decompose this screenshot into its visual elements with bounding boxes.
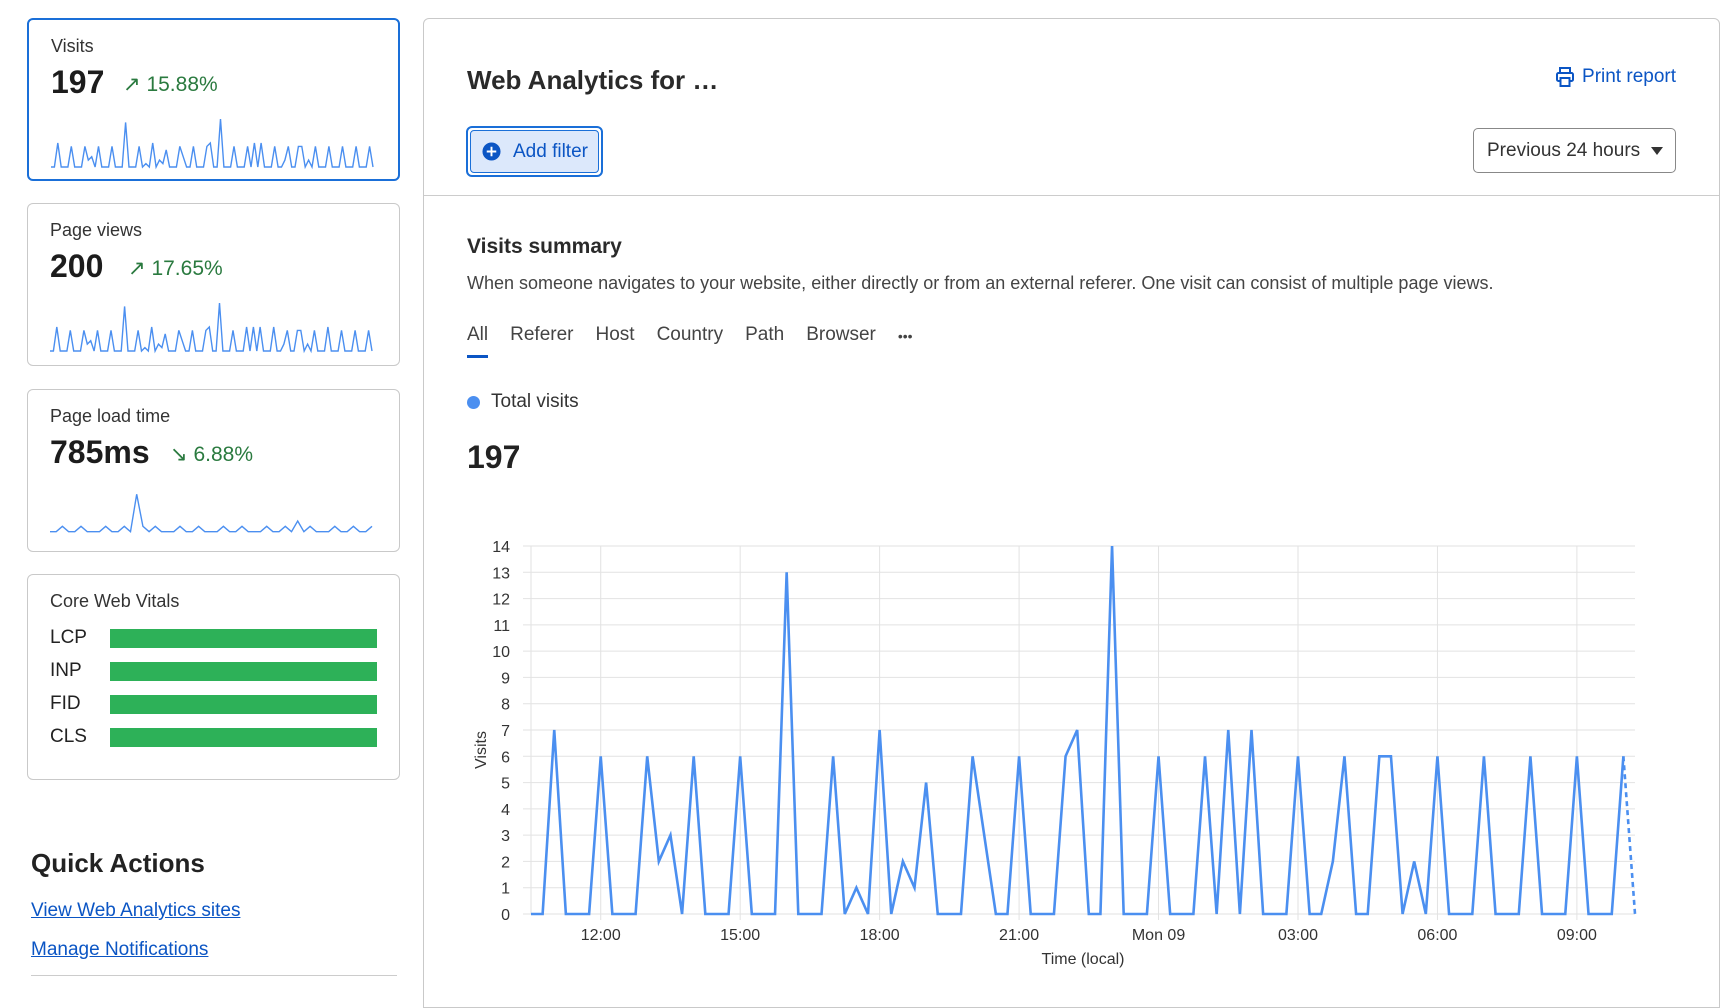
- page-views-change-value: 17.65%: [151, 257, 223, 280]
- page-load-change-value: 6.88%: [193, 443, 253, 466]
- print-report-label: Print report: [1582, 66, 1676, 87]
- y-tick-label: 9: [501, 670, 510, 687]
- visits-sparkline: [51, 118, 374, 170]
- tab-referer[interactable]: Referer: [510, 324, 574, 345]
- cwv-title: Core Web Vitals: [50, 591, 180, 611]
- time-range-value: Previous 24 hours: [1487, 139, 1641, 161]
- arrow-up-right-icon: ↗: [128, 257, 146, 280]
- main-panel: Web Analytics for … Print report Add fil…: [423, 18, 1720, 1008]
- visits-value: 197: [51, 64, 105, 100]
- tab-host[interactable]: Host: [595, 324, 635, 345]
- time-range-select[interactable]: Previous 24 hours: [1473, 128, 1676, 173]
- tab-all[interactable]: All: [467, 324, 489, 358]
- cwv-label-fid: FID: [50, 693, 81, 714]
- page-load-card[interactable]: Page load time 785ms ↘ 6.88%: [27, 389, 400, 552]
- x-tick-label: 15:00: [720, 927, 760, 944]
- page-load-label: Page load time: [50, 406, 171, 426]
- cwv-label-inp: INP: [50, 660, 82, 681]
- cwv-bar-cls[interactable]: [110, 728, 377, 747]
- core-web-vitals-card[interactable]: Core Web Vitals LCP INP FID CLS: [27, 574, 400, 780]
- x-tick-label: 06:00: [1417, 927, 1457, 944]
- y-tick-label: 1: [501, 881, 510, 898]
- x-tick-label: 12:00: [581, 927, 621, 944]
- tab-browser[interactable]: Browser: [806, 324, 876, 345]
- y-axis-label: Visits: [473, 731, 490, 769]
- cwv-bar-lcp[interactable]: [110, 629, 377, 648]
- add-filter-label: Add filter: [513, 140, 588, 162]
- view-web-analytics-sites-link[interactable]: View Web Analytics sites: [31, 900, 241, 921]
- y-tick-label: 10: [492, 644, 510, 661]
- printer-icon: [1556, 67, 1575, 87]
- manage-notifications-link[interactable]: Manage Notifications: [31, 939, 209, 960]
- page-load-value: 785ms: [50, 434, 150, 470]
- visits-summary-description: When someone navigates to your website, …: [467, 273, 1494, 293]
- x-axis-label: Time (local): [1042, 951, 1125, 968]
- plus-circle-icon: [482, 142, 501, 161]
- page-views-card[interactable]: Page views 200 ↗ 17.65%: [27, 203, 400, 366]
- legend-dot-icon: [467, 395, 480, 409]
- visits-label: Visits: [51, 36, 94, 56]
- divider: [31, 975, 397, 976]
- cwv-label-cls: CLS: [50, 726, 87, 747]
- y-tick-label: 13: [492, 565, 510, 582]
- page-views-value: 200: [50, 248, 104, 284]
- arrow-down-right-icon: ↘: [170, 443, 188, 466]
- y-tick-label: 0: [501, 907, 510, 924]
- caret-down-icon: [1651, 146, 1663, 155]
- y-tick-label: 6: [501, 749, 510, 766]
- add-filter-button[interactable]: Add filter: [466, 126, 603, 177]
- arrow-up-right-icon: ↗: [123, 73, 141, 96]
- cwv-bar-fid[interactable]: [110, 695, 377, 714]
- page-views-label: Page views: [50, 220, 143, 240]
- visits-change-value: 15.88%: [146, 73, 218, 96]
- quick-actions-title: Quick Actions: [31, 848, 205, 878]
- y-tick-label: 8: [501, 697, 510, 714]
- visits-change: ↗ 15.88%: [123, 72, 218, 97]
- page-title: Web Analytics for …: [467, 65, 719, 95]
- series-line-total-visits: [531, 545, 1625, 916]
- tab-country[interactable]: Country: [656, 324, 724, 345]
- y-tick-label: 3: [501, 828, 510, 845]
- page-views-change: ↗ 17.65%: [128, 256, 223, 281]
- total-visits-value: 197: [467, 439, 521, 475]
- print-report-button[interactable]: Print report: [1556, 66, 1676, 88]
- cwv-label-lcp: LCP: [50, 627, 87, 648]
- y-tick-label: 7: [501, 723, 510, 740]
- cwv-bar-inp[interactable]: [110, 662, 377, 681]
- tab-path[interactable]: Path: [745, 324, 785, 345]
- page-load-sparkline: [50, 494, 373, 534]
- page-load-change: ↘ 6.88%: [170, 442, 253, 467]
- y-tick-label: 2: [501, 854, 510, 871]
- dimension-tabs: All Referer Host Country Path Browser ••…: [467, 324, 913, 358]
- y-tick-label: 11: [493, 618, 510, 635]
- x-tick-label: 09:00: [1557, 927, 1597, 944]
- sparkline-line: [51, 118, 374, 170]
- x-tick-label: 18:00: [860, 927, 900, 944]
- x-tick-label: 21:00: [999, 927, 1039, 944]
- y-tick-label: 14: [492, 539, 510, 556]
- y-tick-label: 12: [492, 592, 510, 609]
- x-tick-label: Mon 09: [1132, 927, 1185, 944]
- chart-legend: Total visits: [467, 391, 579, 413]
- page-views-sparkline: [50, 302, 373, 354]
- y-tick-label: 5: [501, 776, 510, 793]
- sparkline-line: [50, 494, 373, 534]
- y-tick-label: 4: [501, 802, 510, 819]
- sparkline-line: [50, 302, 373, 354]
- legend-label: Total visits: [491, 391, 579, 412]
- visits-card[interactable]: Visits 197 ↗ 15.88%: [27, 18, 400, 181]
- visits-summary-title: Visits summary: [467, 235, 622, 258]
- x-tick-label: 03:00: [1278, 927, 1318, 944]
- divider: [424, 195, 1719, 196]
- more-tabs-icon[interactable]: •••: [897, 328, 913, 344]
